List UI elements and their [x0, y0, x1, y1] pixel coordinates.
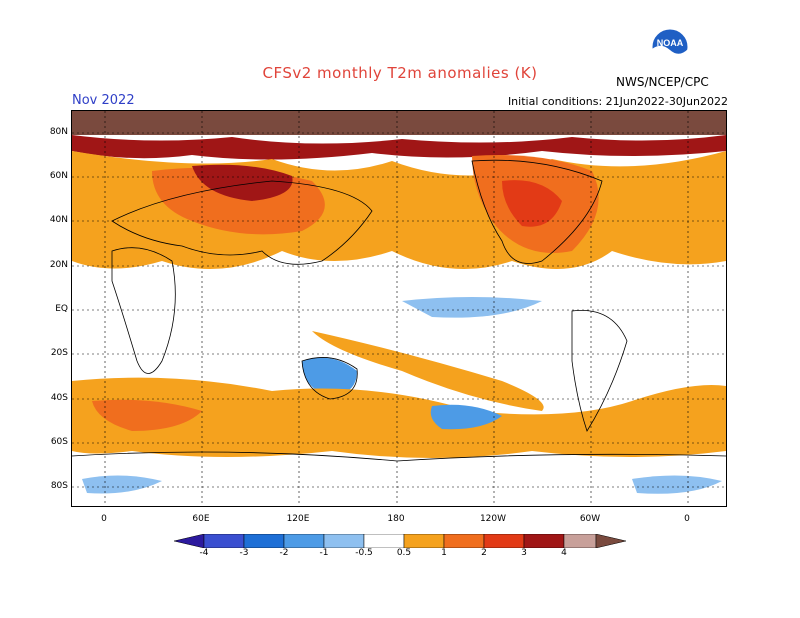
lat-label: 80S — [50, 481, 68, 491]
colorbar-label: 3 — [521, 548, 527, 558]
colorbar-label: -0.5 — [355, 548, 373, 558]
lon-label: 180 — [387, 514, 405, 524]
coast-eurasia — [111, 180, 373, 265]
lon-label: 60E — [192, 514, 210, 524]
colorbar-swatch — [323, 534, 365, 548]
pacific-cold — [402, 297, 542, 318]
colorbar-swatch — [483, 534, 525, 548]
coast-south-america — [571, 309, 628, 432]
colorbar-swatch — [243, 534, 285, 548]
antarctic-cold-left — [82, 475, 162, 494]
southern-ocean-cold — [430, 404, 502, 430]
australia-cold — [302, 357, 357, 396]
lon-label: 60W — [579, 514, 601, 524]
lon-label: 0 — [684, 514, 690, 524]
lat-label: EQ — [55, 304, 68, 314]
na-hot — [502, 180, 562, 227]
colorbar-swatch — [523, 534, 565, 548]
colorbar-label: -3 — [239, 548, 249, 558]
colorbar-swatch — [403, 534, 445, 548]
colorbar-label: 4 — [561, 548, 567, 558]
colorbar-swatch — [563, 534, 597, 548]
antarctic-cold-right — [632, 475, 722, 494]
southern-ocean-warm — [72, 377, 726, 458]
agency-label: NWS/NCEP/CPC — [616, 75, 709, 89]
south-pacific-warm — [312, 331, 544, 411]
anomaly-map-canvas — [71, 111, 727, 506]
lat-label: 60N — [49, 171, 68, 181]
noaa-logo-icon: NOAA — [651, 28, 689, 67]
colorbar-swatch — [443, 534, 485, 548]
colorbar-label: 0.5 — [396, 548, 412, 558]
southern-ocean-hot — [92, 399, 202, 431]
coast-antarctica — [71, 451, 727, 462]
lon-label: 0 — [101, 514, 107, 524]
lon-label: 120W — [479, 514, 507, 524]
colorbar-label: 1 — [441, 548, 447, 558]
coast-africa — [111, 247, 176, 374]
siberia-hot — [192, 164, 293, 201]
colorbar-label: -2 — [279, 548, 289, 558]
colorbar-label: -4 — [199, 548, 209, 558]
arctic-anomaly — [72, 111, 726, 135]
lat-label: 80N — [49, 127, 68, 137]
initial-conditions: Initial conditions: 21Jun2022-30Jun2022 — [507, 95, 728, 108]
page-title: CFSv2 monthly T2m anomalies (K) — [262, 64, 538, 82]
nh-warm-band — [72, 151, 726, 269]
lat-label: 40S — [50, 393, 68, 403]
colorbar-label: 2 — [481, 548, 487, 558]
lon-label: 120E — [286, 514, 310, 524]
arctic-fringe — [72, 135, 726, 160]
lat-label: 60S — [50, 437, 68, 447]
coast-australia — [301, 357, 358, 400]
forecast-month: Nov 2022 — [72, 93, 135, 108]
colorbar-swatch-gt-4 — [595, 534, 626, 548]
colorbar-swatch-lt-4 — [174, 534, 205, 548]
noaa-logo-text: NOAA — [657, 38, 684, 48]
anomaly-map — [71, 110, 727, 507]
lat-label: 40N — [49, 215, 68, 225]
colorbar-swatch — [203, 534, 245, 548]
lat-label: 20S — [50, 348, 68, 358]
colorbar-swatch — [363, 534, 405, 548]
colorbar-label: -1 — [319, 548, 329, 558]
lat-label: 20N — [49, 260, 68, 270]
colorbar-swatch — [283, 534, 325, 548]
colorbar — [174, 534, 626, 548]
coast-north-america — [471, 159, 603, 264]
